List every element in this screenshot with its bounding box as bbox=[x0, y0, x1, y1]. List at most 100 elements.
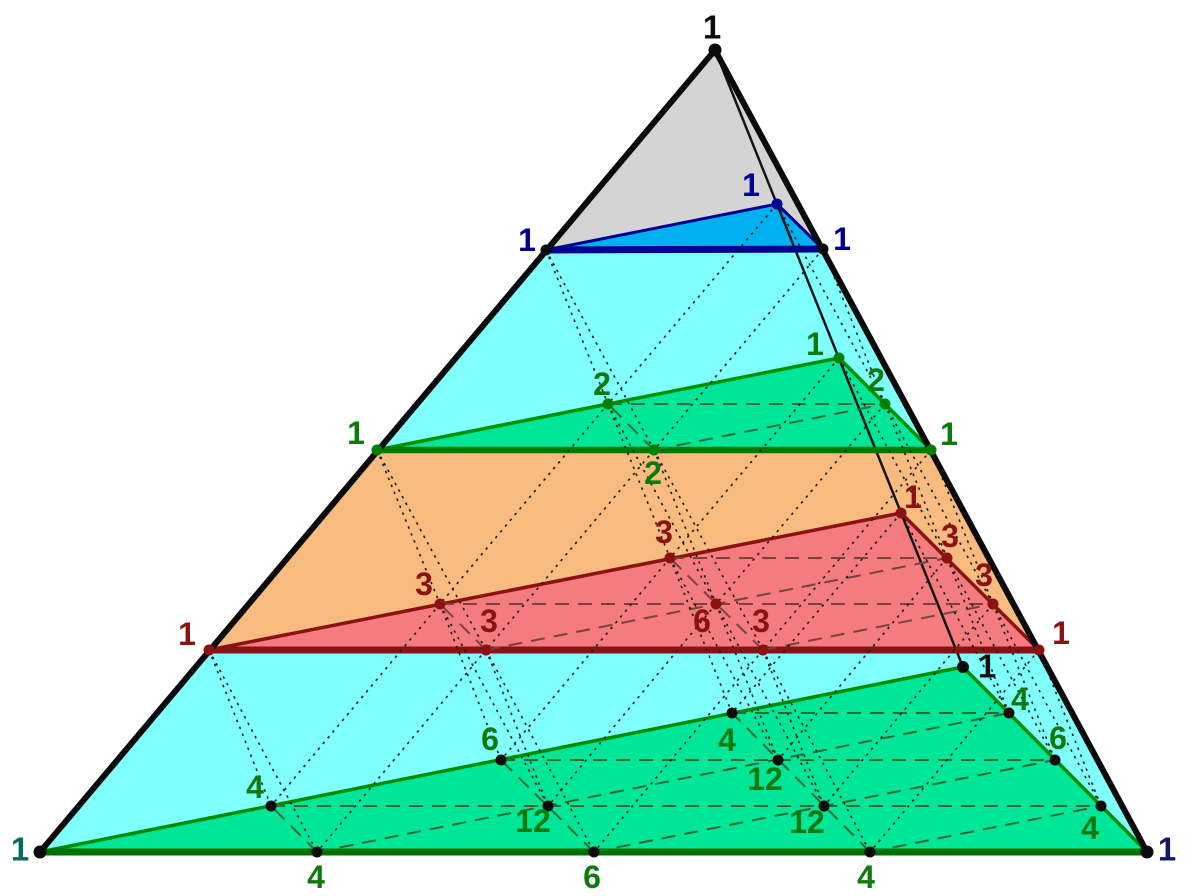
layer1-blue bbox=[546, 204, 823, 250]
interlayer-dotted-line bbox=[946, 557, 1056, 761]
interlayer-dotted-line bbox=[869, 649, 1040, 853]
coefficient-label: 12 bbox=[747, 761, 783, 797]
coefficient-label: 4 bbox=[718, 722, 736, 758]
layer1-front-edge bbox=[545, 245, 824, 254]
interlayer-dotted-line bbox=[884, 403, 994, 605]
lattice-dot bbox=[311, 846, 323, 858]
layer4-grid-line bbox=[869, 805, 1102, 853]
coefficient-label: 6 bbox=[1049, 720, 1067, 756]
interlayer-dotted-line bbox=[1038, 649, 1102, 807]
lattice-dot bbox=[371, 444, 383, 456]
interlayer-dotted-line bbox=[669, 557, 733, 714]
coefficient-label: 1 bbox=[1158, 831, 1176, 868]
coefficient-label: 6 bbox=[583, 859, 601, 895]
interlayer-dotted-line bbox=[607, 403, 717, 605]
coefficient-label: 2 bbox=[593, 366, 611, 402]
interlayer-dotted-line bbox=[669, 557, 779, 761]
interlayer-dotted-line bbox=[715, 403, 886, 605]
lattice-dot bbox=[957, 661, 969, 673]
interlayer-dotted-line bbox=[946, 557, 1010, 714]
coefficient-label: 1 bbox=[833, 221, 851, 257]
interlayer-dotted-line bbox=[545, 249, 609, 405]
coefficient-label: 4 bbox=[1011, 681, 1029, 717]
layer1-left-edge bbox=[545, 202, 778, 252]
coefficient-label: 6 bbox=[693, 603, 711, 639]
lattice-dot bbox=[1095, 800, 1107, 812]
interlayer-dotted-line bbox=[376, 449, 441, 605]
coefficient-label: 1 bbox=[518, 222, 536, 258]
coefficient-label: 1 bbox=[904, 479, 922, 515]
coefficient-label: 3 bbox=[752, 603, 770, 639]
lattice-dot bbox=[588, 846, 600, 858]
coefficient-label: 1 bbox=[1052, 615, 1070, 651]
interlayer-dotted-line bbox=[715, 603, 825, 807]
interlayer-dotted-line bbox=[838, 357, 948, 559]
lattice-dot bbox=[708, 43, 722, 57]
interlayer-dotted-line bbox=[715, 603, 779, 761]
layer3-red bbox=[209, 513, 1039, 650]
layer3-right-edge bbox=[899, 511, 1041, 652]
interlayer-dotted-line bbox=[545, 249, 655, 451]
coefficient-label: 4 bbox=[307, 859, 325, 895]
lattice-dot bbox=[864, 846, 876, 858]
interlayer-dotted-line bbox=[762, 649, 871, 853]
interlayer-dotted-line bbox=[439, 603, 549, 807]
lattice-dot bbox=[265, 800, 277, 812]
interlayer-dotted-line bbox=[439, 403, 609, 605]
coefficient-label: 3 bbox=[941, 518, 959, 554]
front-face-gray bbox=[546, 50, 823, 250]
interlayer-dotted-line bbox=[777, 557, 948, 761]
coefficient-label: 4 bbox=[246, 769, 264, 805]
interlayer-dotted-line bbox=[485, 649, 549, 807]
coefficient-label: 4 bbox=[1081, 810, 1099, 846]
lattice-dot bbox=[1033, 644, 1045, 656]
lattice-dot bbox=[757, 644, 769, 656]
lattice-dot bbox=[434, 598, 446, 610]
interlayer-dotted-line bbox=[762, 649, 825, 807]
coefficient-label: 1 bbox=[940, 416, 958, 452]
interlayer-dotted-line bbox=[653, 449, 764, 651]
coefficient-label: 6 bbox=[481, 721, 499, 757]
lattice-dot bbox=[879, 398, 891, 410]
interlayer-dotted-line bbox=[208, 649, 272, 807]
lattice-dot bbox=[987, 598, 999, 610]
interlayer-dotted-line bbox=[485, 649, 595, 853]
lattice-dot bbox=[480, 644, 492, 656]
interlayer-dotted-line bbox=[270, 603, 441, 807]
layer4-grid-line bbox=[270, 805, 318, 853]
coefficient-label: 1 bbox=[806, 326, 824, 362]
lattice-dot bbox=[772, 754, 784, 766]
interlayer-dotted-line bbox=[208, 649, 318, 853]
interlayer-dotted-line bbox=[776, 203, 886, 405]
interlayer-dotted-line bbox=[822, 248, 886, 405]
lattice-dot bbox=[925, 444, 937, 456]
lattice-dot bbox=[664, 552, 676, 564]
interlayer-dotted-line bbox=[607, 403, 671, 559]
interlayer-dotted-line bbox=[547, 603, 717, 807]
lattice-dot bbox=[1003, 707, 1015, 719]
coefficient-label: 1 bbox=[742, 167, 760, 203]
interlayer-dotted-line bbox=[439, 603, 502, 761]
coefficient-label: 3 bbox=[415, 566, 433, 602]
lattice-dot bbox=[818, 800, 830, 812]
layer3-left-edge bbox=[208, 511, 902, 652]
lattice-dot bbox=[710, 598, 722, 610]
interlayer-dotted-line bbox=[593, 649, 764, 853]
layer3-grid-line bbox=[762, 603, 994, 651]
lattice-dot bbox=[726, 707, 738, 719]
coefficient-label: 2 bbox=[644, 455, 662, 491]
interlayer-dotted-line bbox=[884, 403, 948, 559]
lattice-dot bbox=[1140, 845, 1154, 859]
lattice-dot bbox=[771, 198, 783, 210]
lattice-dot bbox=[941, 552, 953, 564]
coefficient-label: 1 bbox=[703, 9, 721, 46]
lattice-dot bbox=[495, 754, 507, 766]
lattice-dot bbox=[33, 845, 47, 859]
coefficient-label: 4 bbox=[857, 859, 875, 895]
lattice-dot bbox=[602, 398, 614, 410]
lattice-dot bbox=[1049, 754, 1061, 766]
coefficient-label: 1 bbox=[178, 616, 196, 652]
coefficient-label: 1 bbox=[347, 415, 365, 451]
